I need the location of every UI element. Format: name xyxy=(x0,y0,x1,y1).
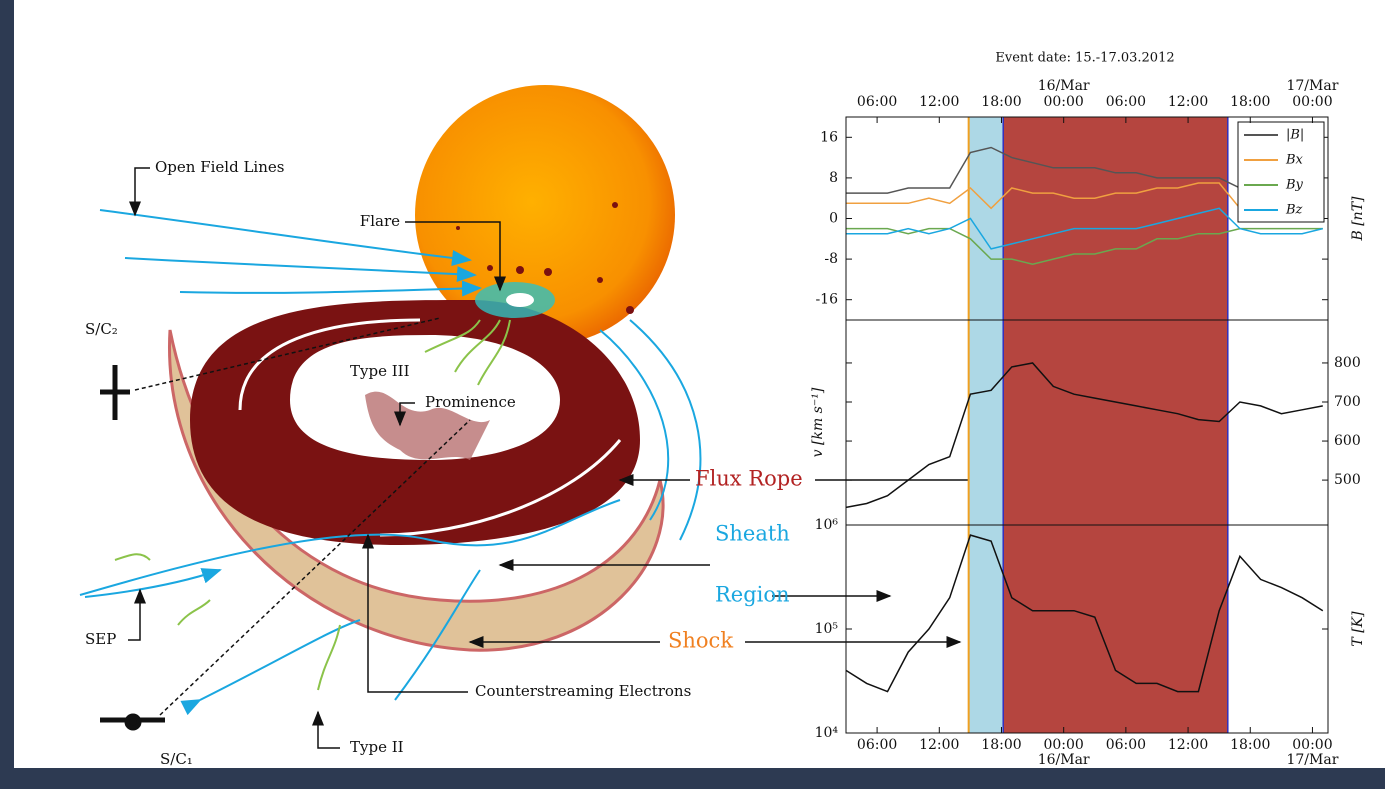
x-date-label: 17/Mar xyxy=(1286,752,1338,768)
y-axis-label: T [K] xyxy=(1350,611,1366,647)
y-axis-label: B [nT] xyxy=(1350,196,1366,242)
label: Prominence xyxy=(425,393,516,411)
flare-core xyxy=(506,293,534,307)
legend-box xyxy=(1238,122,1324,222)
x-tick-label: 00:00 xyxy=(1043,737,1083,753)
label: Counterstreaming Electrons xyxy=(475,682,691,700)
page: Open Field Lines Flare S/C₂ Type III Pro… xyxy=(0,0,1385,789)
x-date-label-top: 16/Mar xyxy=(1038,78,1090,94)
y-tick-label: 700 xyxy=(1334,394,1361,410)
x-tick-label: 18:00 xyxy=(1230,737,1270,753)
x-tick-label-top: 18:00 xyxy=(1230,94,1270,110)
x-tick-label-top: 12:00 xyxy=(919,94,959,110)
label: Open Field Lines xyxy=(155,158,284,176)
y-tick-label: 800 xyxy=(1334,355,1361,371)
x-tick-label-top: 00:00 xyxy=(1043,94,1083,110)
legend-label: Bx xyxy=(1285,153,1304,168)
x-tick-label: 12:00 xyxy=(919,737,959,753)
legend: |B| Bx By Bz xyxy=(1238,122,1324,222)
x-tick-label: 18:00 xyxy=(981,737,1021,753)
y-tick-label: -8 xyxy=(824,251,838,267)
label: Flux Rope xyxy=(695,467,803,491)
x-tick-label: 00:00 xyxy=(1292,737,1332,753)
label: SEP xyxy=(85,630,116,648)
y-tick-label: 0 xyxy=(829,211,838,227)
legend-label: |B| xyxy=(1286,128,1304,143)
x-tick-label-top: 06:00 xyxy=(857,94,897,110)
x-tick-label-top: 00:00 xyxy=(1292,94,1332,110)
y-tick-label: 500 xyxy=(1334,472,1361,488)
y-tick-label: 10⁴ xyxy=(815,725,839,741)
y-tick-label: 10⁵ xyxy=(815,621,839,637)
label: Type III xyxy=(350,362,410,380)
chart-title: Event date: 15.-17.03.2012 xyxy=(995,51,1174,66)
label: S/C₁ xyxy=(160,750,193,768)
label: Sheath xyxy=(715,522,790,546)
y-tick-label: 8 xyxy=(829,170,838,186)
y-tick-label: 16 xyxy=(820,129,838,145)
legend-label: By xyxy=(1285,178,1304,193)
x-date-label: 16/Mar xyxy=(1038,752,1090,768)
figure: Open Field Lines Flare S/C₂ Type III Pro… xyxy=(0,0,1385,789)
flux-rope-region xyxy=(1003,117,1228,733)
x-tick-label-top: 06:00 xyxy=(1106,94,1146,110)
y-tick-label: 600 xyxy=(1334,433,1361,449)
y-tick-label: -16 xyxy=(815,292,838,308)
y-tick-label: 10⁶ xyxy=(815,517,839,533)
x-date-label-top: 17/Mar xyxy=(1286,78,1338,94)
y-axis-label: v [km s⁻¹] xyxy=(810,387,826,457)
legend-label: Bz xyxy=(1285,203,1303,218)
label: Region xyxy=(715,583,790,607)
label: Shock xyxy=(668,629,733,653)
x-tick-label: 06:00 xyxy=(1106,737,1146,753)
x-tick-label: 06:00 xyxy=(857,737,897,753)
x-tick-label: 12:00 xyxy=(1168,737,1208,753)
label: Type II xyxy=(350,738,404,756)
x-tick-label-top: 18:00 xyxy=(981,94,1021,110)
label: S/C₂ xyxy=(85,320,118,338)
sheath-region xyxy=(969,117,1004,733)
x-tick-label-top: 12:00 xyxy=(1168,94,1208,110)
label: Flare xyxy=(360,212,400,230)
